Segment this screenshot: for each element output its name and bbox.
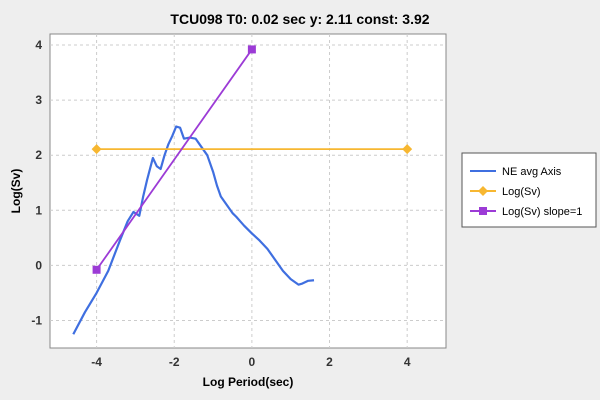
legend: NE avg Axis Log(Sv) Log(Sv) slope=1 [461, 152, 597, 228]
data-point [91, 144, 102, 155]
x-axis-label: Log Period(sec) [203, 375, 294, 389]
x-tick-label: -4 [91, 355, 102, 369]
legend-label: Log(Sv) [502, 186, 541, 198]
y-tick-label: 4 [35, 38, 42, 52]
data-point [92, 265, 101, 274]
x-tick-label: 4 [404, 355, 411, 369]
x-tick-label: 2 [326, 355, 333, 369]
legend-label: Log(Sv) slope=1 [502, 206, 582, 218]
y-tick-label: 2 [35, 148, 42, 162]
legend-entries: NE avg Axis Log(Sv) Log(Sv) slope=1 [470, 166, 582, 218]
legend-marker [479, 207, 487, 215]
x-tick-label: 0 [249, 355, 256, 369]
series-2 [91, 144, 413, 155]
chart-title: TCU098 T0: 0.02 sec y: 2.11 const: 3.92 [170, 11, 429, 27]
data-point [247, 45, 256, 54]
legend-marker [478, 186, 488, 196]
legend-label: NE avg Axis [502, 166, 562, 178]
series-layer [72, 45, 413, 335]
plot-area [49, 33, 447, 349]
series-1 [72, 125, 315, 335]
series-line [72, 125, 315, 335]
y-axis-label: Log(Sv) [9, 169, 23, 214]
series-3 [92, 45, 256, 274]
series-line [95, 48, 253, 271]
y-tick-label: 1 [35, 203, 42, 217]
x-tick-label: -2 [169, 355, 180, 369]
y-tick-label: -1 [31, 313, 42, 327]
ticks: -4 -2 0 2 4 -1 0 1 2 3 4 [31, 38, 411, 369]
y-tick-label: 3 [35, 93, 42, 107]
y-tick-label: 0 [35, 258, 42, 272]
grid [50, 34, 446, 348]
data-point [402, 144, 413, 155]
